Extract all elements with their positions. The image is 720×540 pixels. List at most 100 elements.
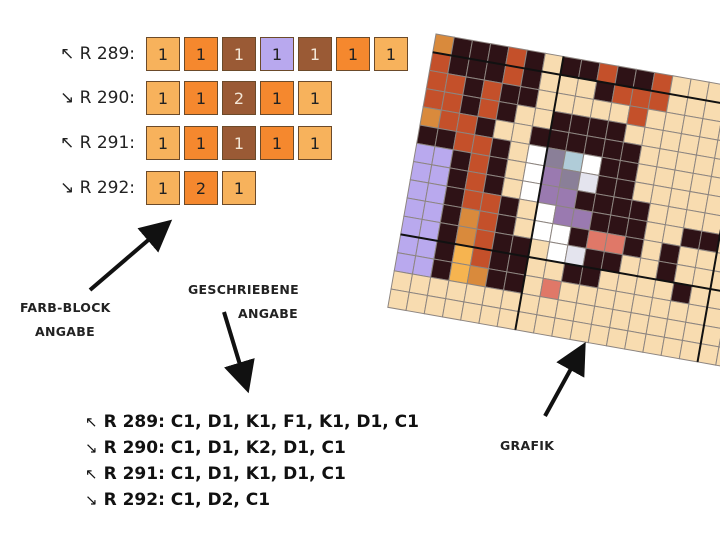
grid-cell: [686, 190, 709, 214]
row-label: ↘ R 290:: [60, 88, 136, 108]
grid-cell: [575, 284, 599, 307]
grid-cell: [504, 158, 527, 182]
color-block-D: 1: [184, 81, 218, 115]
grid-cell: [494, 213, 517, 237]
grid-cell: [624, 330, 647, 353]
grid-cell: [715, 346, 720, 369]
grid-cell: [634, 163, 658, 186]
grid-cell: [571, 95, 595, 119]
grid-cell: [625, 217, 648, 241]
grid-cell: [513, 104, 537, 127]
grid-cell: [482, 173, 506, 197]
color-block-C: 1: [298, 81, 332, 115]
grid-cell: [570, 208, 594, 231]
grid-cell: [628, 199, 651, 223]
grid-cell: [466, 264, 490, 288]
grid-cell: [630, 293, 654, 317]
grid-cell: [551, 317, 574, 340]
grid-cell: [481, 286, 505, 309]
grid-cell: [405, 291, 429, 315]
row-direction-icon: ↖: [85, 413, 98, 431]
grid-cell: [631, 181, 655, 204]
grid-cell: [585, 229, 609, 253]
written-row-text: R 292: C1, D2, C1: [103, 490, 271, 510]
grid-cell: [431, 145, 454, 169]
grid-cell: [555, 186, 579, 210]
label-farb-block-angabe: ANGABE: [35, 324, 95, 339]
grid-cell: [480, 79, 504, 103]
grid-cell: [461, 188, 484, 212]
grid-cell: [557, 280, 581, 304]
grid-cell: [717, 121, 720, 144]
grid-cell: [554, 299, 578, 322]
grid-cell: [565, 131, 588, 155]
grid-cell: [539, 277, 562, 301]
grid-cell: [660, 336, 684, 360]
grid-cell: [478, 304, 501, 328]
grid-cell: [622, 123, 646, 147]
grid-cell: [442, 185, 466, 209]
row-label: ↖ R 291:: [60, 133, 136, 153]
grid-cell: [489, 137, 512, 160]
grid-cell: [455, 112, 479, 136]
grid-cell: [645, 315, 669, 338]
grid-cell: [674, 151, 698, 174]
written-row: ↘ R 292: C1, D2, C1: [85, 490, 270, 510]
grid-cell: [659, 129, 683, 153]
grid-cell: [426, 276, 450, 300]
row-label: ↖ R 289:: [60, 44, 136, 64]
grid-cell: [393, 252, 417, 275]
grid-cell: [500, 177, 524, 200]
grid-cell: [403, 197, 426, 220]
grid-cell: [510, 122, 534, 145]
grid-cell: [476, 210, 499, 233]
grid-cell: [626, 105, 649, 128]
block-row: ↘ R 290: 1 1 2 1 1: [60, 80, 336, 116]
grid-cell: [616, 159, 640, 183]
grid-cell: [667, 187, 691, 211]
grid-guide-line: [432, 51, 720, 118]
grid-cell: [666, 300, 690, 323]
grid-cell: [479, 192, 502, 215]
grid-cell: [588, 211, 612, 234]
grid-cell: [680, 114, 704, 138]
grid-cell: [446, 167, 469, 190]
grid-cell: [606, 214, 630, 238]
grid-cell: [699, 118, 720, 141]
grid-cell: [710, 157, 720, 181]
grid-cell: [649, 184, 673, 208]
written-row-text: R 291: C1, D1, K1, D1, C1: [103, 464, 346, 484]
grid-cell: [591, 193, 615, 216]
grid-cell: [532, 314, 556, 337]
row-label: ↘ R 292:: [60, 178, 136, 198]
grid-cell: [449, 149, 472, 172]
grid-cell: [573, 189, 597, 213]
grid-cell: [613, 178, 636, 201]
grid-cell: [387, 288, 410, 312]
label-geschriebene: GESCHRIEBENE: [188, 282, 299, 297]
grid-cell: [434, 127, 457, 151]
grid-cell: [492, 119, 515, 142]
row-direction-icon: ↖: [85, 465, 98, 483]
grid-cell: [497, 195, 521, 218]
block-row: ↖ R 289: 1 1 1 1 1 1 1: [60, 36, 412, 72]
color-block-K: 1: [298, 37, 332, 71]
grid-cell: [425, 69, 449, 93]
grid-cell: [656, 148, 679, 171]
grid-cell: [619, 141, 643, 165]
grid-cell: [444, 73, 467, 96]
color-block-C: 1: [222, 171, 256, 205]
grid-cell: [601, 138, 625, 162]
grid-cell: [464, 170, 487, 194]
grid-cell: [648, 297, 672, 320]
grid-cell: [662, 111, 686, 135]
color-block-D: 1: [184, 126, 218, 160]
grid-cell: [652, 166, 676, 189]
grid-cell: [643, 220, 666, 244]
grid-cell: [536, 295, 559, 319]
block-row: ↘ R 292: 1 2 1: [60, 170, 260, 206]
grid-cell: [586, 116, 610, 140]
color-block-D: 1: [184, 37, 218, 71]
